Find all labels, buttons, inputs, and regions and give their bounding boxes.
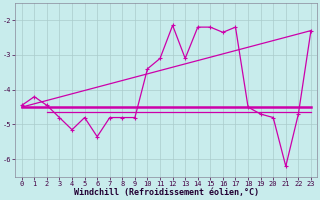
X-axis label: Windchill (Refroidissement éolien,°C): Windchill (Refroidissement éolien,°C) — [74, 188, 259, 197]
